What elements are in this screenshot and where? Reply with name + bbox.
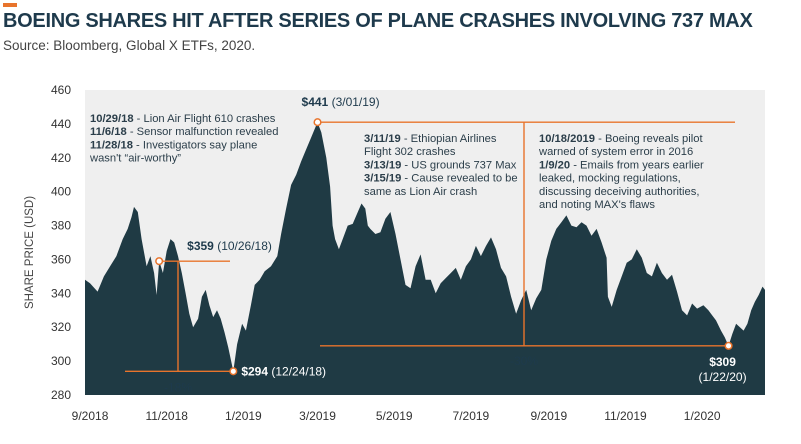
annotation-lion-air-line: wasn't “air-worthy”	[89, 153, 181, 165]
x-tick-label: 5/2019	[376, 409, 413, 423]
y-tick-label: 460	[51, 83, 71, 97]
chart-title: BOEING SHARES HIT AFTER SERIES OF PLANE …	[3, 10, 753, 32]
label-309-price: $309	[709, 355, 736, 369]
annotation-ethiopian-line: Flight 302 crashes	[364, 146, 456, 158]
annotation-lion-air-line: 11/28/18 - Investigators say plane	[90, 139, 257, 151]
x-tick-label: 1/2019	[225, 409, 262, 423]
annotation-emails-line: discussing deceiving authorities,	[539, 186, 699, 198]
annotation-lion-air-line: 10/29/18 - Lion Air Flight 610 crashes	[90, 113, 276, 125]
annotation-ethiopian-line: 3/15/19 - Cause revealed to be	[364, 173, 518, 185]
x-tick-label: 11/2018	[145, 409, 188, 423]
label-309-date: (1/22/20)	[699, 370, 747, 384]
y-tick-label: 360	[51, 252, 71, 266]
x-tick-label: 3/2019	[299, 409, 336, 423]
y-tick-label: 340	[51, 286, 71, 300]
change-label-30: -30%	[510, 354, 538, 368]
y-tick-label: 440	[51, 117, 71, 131]
annotation-emails-line: 10/18/2019 - Boeing reveals pilot	[539, 133, 703, 145]
x-tick-label: 9/2018	[72, 409, 109, 423]
chart-source: Source: Bloomberg, Global X ETFs, 2020.	[3, 38, 256, 53]
y-tick-label: 380	[51, 219, 71, 233]
marker-441	[313, 118, 322, 127]
annotation-ethiopian-line: same as Lion Air crash	[364, 186, 477, 198]
annotation-emails-line: and noting MAX's flaws	[539, 199, 655, 211]
y-tick-label: 300	[51, 354, 71, 368]
y-tick-label: 280	[51, 388, 71, 402]
y-tick-label: 320	[51, 320, 71, 334]
label-441: $441 (3/01/19)	[302, 95, 380, 109]
annotation-emails-line: warned of system error in 2016	[538, 146, 693, 158]
annotation-emails-line: 1/9/20 - Emails from years earlier	[539, 159, 704, 171]
label-294: $294 (12/24/18)	[241, 364, 326, 378]
y-tick-label: 400	[51, 185, 71, 199]
x-tick-label: 9/2019	[530, 409, 567, 423]
marker-359	[155, 257, 164, 266]
label-359: $359 (10/26/18)	[187, 239, 272, 253]
marker-309	[724, 341, 733, 350]
y-tick-label: 420	[51, 151, 71, 165]
y-axis-label: SHARE PRICE (USD)	[24, 196, 36, 309]
share-price-area	[85, 122, 765, 395]
x-tick-label: 1/2020	[684, 409, 721, 423]
annotation-emails-line: leaked, mocking regulations,	[539, 173, 681, 185]
annotation-ethiopian-line: 3/11/19 - Ethiopian Airlines	[364, 133, 497, 145]
annotation-ethiopian-line: 3/13/19 - US grounds 737 Max	[364, 159, 517, 171]
marker-294	[229, 367, 238, 376]
annotation-lion-air-line: 11/6/18 - Sensor malfunction revealed	[90, 126, 278, 138]
title-accent-bar	[3, 3, 17, 7]
x-tick-label: 11/2019	[604, 409, 647, 423]
x-tick-label: 7/2019	[453, 409, 490, 423]
change-label-18: -18%	[164, 380, 192, 394]
